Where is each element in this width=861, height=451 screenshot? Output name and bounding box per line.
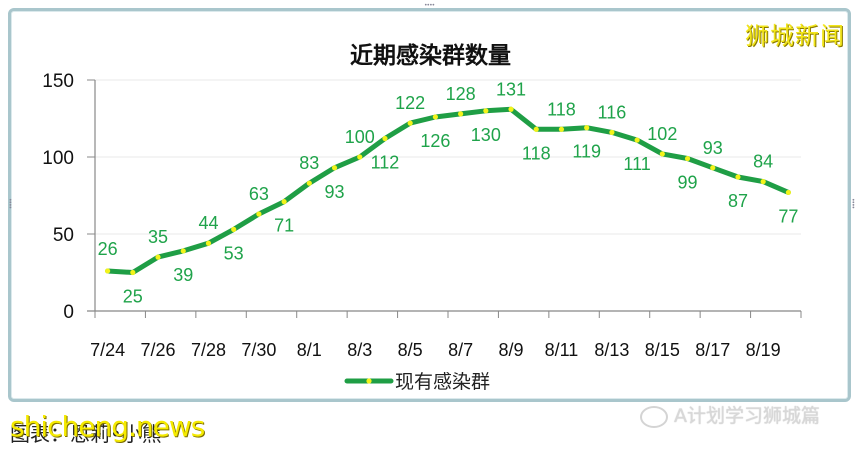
data-label: 93: [325, 182, 345, 202]
data-point-marker[interactable]: [634, 137, 640, 143]
data-point-marker[interactable]: [281, 199, 287, 205]
data-label: 25: [123, 287, 143, 307]
data-label: 126: [420, 131, 450, 151]
data-point-marker[interactable]: [205, 240, 212, 246]
data-point-marker[interactable]: [760, 179, 766, 185]
x-tick-label: 8/3: [347, 340, 372, 360]
data-point-marker[interactable]: [180, 248, 186, 254]
data-point-marker[interactable]: [357, 154, 363, 160]
data-label: 93: [703, 138, 723, 158]
y-tick-label: 0: [63, 302, 74, 323]
wechat-account: A计划学习狮城篇: [640, 401, 820, 428]
chart-frame: [8, 8, 851, 402]
y-tick-label: 50: [53, 225, 74, 246]
x-tick-label: 8/7: [448, 340, 473, 360]
data-point-marker[interactable]: [558, 126, 565, 132]
data-label: 53: [224, 243, 244, 263]
data-label: 118: [547, 99, 576, 119]
y-tick-label: 100: [42, 148, 74, 169]
chart-credit: 图表：恩莉•小熊: [10, 422, 162, 446]
data-point-marker[interactable]: [533, 126, 539, 132]
x-tick-label: 8/17: [695, 340, 730, 360]
x-tick-label: 7/24: [90, 340, 125, 360]
x-tick-label: 8/13: [594, 340, 629, 360]
data-point-marker[interactable]: [684, 155, 691, 162]
data-point-marker[interactable]: [735, 174, 741, 180]
site-watermark: shicheng.news: [10, 410, 205, 443]
x-tick-label: 8/19: [746, 340, 781, 360]
data-label: 63: [249, 184, 269, 204]
data-label: 119: [572, 142, 601, 162]
data-point-marker[interactable]: [785, 189, 791, 196]
legend-label: 现有感染群: [395, 371, 490, 393]
wechat-account-name: A计划学习狮城篇: [674, 405, 820, 427]
data-label: 39: [173, 265, 193, 285]
brand-logo: 狮城新闻: [745, 22, 845, 50]
data-label: 44: [198, 213, 218, 233]
data-point-marker[interactable]: [130, 269, 136, 276]
data-label: 131: [496, 79, 526, 99]
data-point-marker[interactable]: [407, 120, 413, 126]
resize-grip-right[interactable]: ••••: [849, 198, 856, 209]
data-label: 71: [274, 216, 294, 236]
data-label: 26: [98, 239, 118, 259]
resize-grip-left[interactable]: ••••: [6, 198, 13, 209]
data-label: 122: [395, 93, 425, 113]
x-tick-label: 7/26: [141, 340, 176, 360]
data-point-marker[interactable]: [306, 180, 312, 186]
x-tick-label: 8/15: [645, 340, 680, 360]
data-label: 112: [371, 153, 400, 173]
data-point-marker[interactable]: [609, 129, 615, 135]
x-tick-label: 8/1: [297, 340, 322, 360]
data-label: 99: [678, 173, 698, 193]
data-point-marker[interactable]: [508, 106, 514, 112]
data-point-marker[interactable]: [710, 165, 716, 171]
y-tick-label: 150: [42, 71, 74, 92]
data-point-marker[interactable]: [256, 211, 262, 217]
data-point-marker[interactable]: [483, 108, 489, 114]
data-label: 35: [148, 227, 168, 247]
data-label: 84: [753, 152, 773, 172]
data-label: 77: [778, 206, 798, 226]
data-label: 102: [647, 124, 677, 144]
data-point-marker[interactable]: [584, 125, 590, 131]
legend-marker-icon: [366, 378, 372, 384]
data-point-marker[interactable]: [155, 254, 161, 260]
x-tick-label: 7/28: [191, 340, 226, 360]
data-label: 87: [728, 191, 748, 211]
data-point-marker[interactable]: [659, 151, 665, 157]
x-tick-label: 8/11: [545, 340, 579, 360]
data-point-marker[interactable]: [432, 114, 438, 120]
x-tick-label: 8/9: [499, 340, 524, 360]
series-line: [105, 106, 791, 275]
wechat-icon: [640, 405, 668, 428]
resize-grip-top[interactable]: ••••: [424, 2, 435, 9]
x-tick-label: 7/30: [241, 340, 276, 360]
data-label: 128: [446, 84, 476, 104]
data-label: 100: [345, 127, 375, 147]
data-point-marker[interactable]: [105, 268, 111, 274]
data-label: 111: [623, 154, 650, 174]
data-label: 116: [598, 102, 627, 122]
data-point-marker[interactable]: [458, 111, 464, 117]
chart-title: 近期感染群数量: [350, 43, 511, 69]
data-point-marker[interactable]: [331, 165, 338, 171]
data-label: 83: [299, 153, 319, 173]
data-label: 130: [471, 125, 501, 145]
data-label: 118: [522, 143, 551, 163]
data-point-marker[interactable]: [231, 226, 237, 232]
data-point-marker[interactable]: [382, 135, 388, 142]
x-tick-label: 8/5: [398, 340, 423, 360]
